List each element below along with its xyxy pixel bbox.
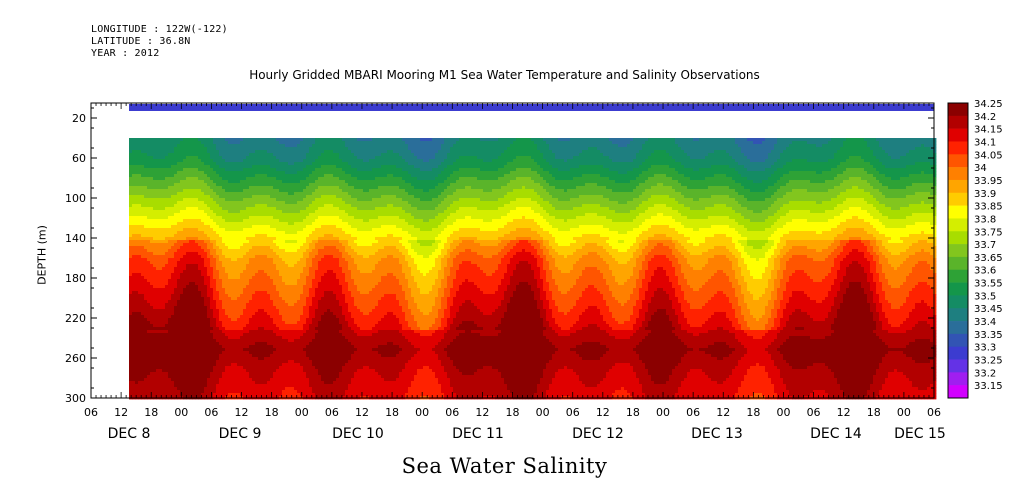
x-hour-tick-label: 00 bbox=[536, 406, 550, 419]
x-day-label: DEC 8 bbox=[108, 426, 151, 442]
x-day-label: DEC 12 bbox=[572, 426, 624, 442]
y-tick-label: 260 bbox=[65, 352, 86, 365]
x-hour-tick-label: 12 bbox=[114, 406, 128, 419]
x-hour-tick-label: 06 bbox=[325, 406, 339, 419]
colorbar-label: 33.45 bbox=[974, 304, 1003, 315]
colorbar-swatch bbox=[948, 321, 968, 334]
x-hour-tick-label: 18 bbox=[867, 406, 881, 419]
colorbar-swatch bbox=[948, 193, 968, 206]
x-hour-tick-label: 00 bbox=[295, 406, 309, 419]
x-day-label: DEC 14 bbox=[810, 426, 862, 442]
x-hour-tick-label: 00 bbox=[897, 406, 911, 419]
x-hour-tick-label: 12 bbox=[235, 406, 249, 419]
colorbar-label: 33.95 bbox=[974, 176, 1003, 187]
colorbar-label: 34.25 bbox=[974, 99, 1003, 110]
colorbar-swatch bbox=[948, 206, 968, 219]
colorbar-label: 34 bbox=[974, 163, 987, 174]
colorbar-label: 33.85 bbox=[974, 202, 1003, 213]
colorbar-swatch bbox=[948, 141, 968, 154]
colorbar-label: 34.05 bbox=[974, 150, 1003, 161]
x-hour-tick-label: 18 bbox=[506, 406, 520, 419]
colorbar-swatch bbox=[948, 257, 968, 270]
colorbar-label: 33.9 bbox=[974, 189, 996, 200]
x-day-label: DEC 15 bbox=[894, 426, 946, 442]
y-tick-label: 20 bbox=[72, 112, 86, 125]
colorbar-swatch bbox=[948, 231, 968, 244]
x-hour-tick-label: 12 bbox=[596, 406, 610, 419]
x-hour-tick-label: 12 bbox=[716, 406, 730, 419]
y-tick-label: 140 bbox=[65, 232, 86, 245]
colorbar-swatch bbox=[948, 372, 968, 385]
x-hour-tick-label: 00 bbox=[656, 406, 670, 419]
colorbar-label: 34.1 bbox=[974, 137, 996, 148]
colorbar-swatch bbox=[948, 270, 968, 283]
colorbar-swatch bbox=[948, 116, 968, 129]
x-hour-tick-label: 06 bbox=[927, 406, 941, 419]
colorbar-swatch bbox=[948, 180, 968, 193]
x-hour-tick-label: 12 bbox=[837, 406, 851, 419]
x-hour-tick-label: 00 bbox=[174, 406, 188, 419]
x-hour-tick-label: 06 bbox=[84, 406, 98, 419]
colorbar-label: 33.35 bbox=[974, 330, 1003, 341]
x-hour-tick-label: 00 bbox=[776, 406, 790, 419]
x-hour-tick-label: 18 bbox=[144, 406, 158, 419]
colorbar-swatch bbox=[948, 129, 968, 142]
colorbar-label: 33.6 bbox=[974, 266, 996, 277]
x-day-label: DEC 10 bbox=[332, 426, 384, 442]
x-day-label: DEC 13 bbox=[691, 426, 743, 442]
colorbar-swatch bbox=[948, 334, 968, 347]
x-hour-tick-label: 18 bbox=[746, 406, 760, 419]
x-hour-tick-label: 06 bbox=[204, 406, 218, 419]
colorbar-label: 33.4 bbox=[974, 317, 996, 328]
colorbar-swatch bbox=[948, 283, 968, 296]
colorbar-swatch bbox=[948, 244, 968, 257]
x-hour-tick-label: 00 bbox=[415, 406, 429, 419]
x-hour-tick-label: 06 bbox=[445, 406, 459, 419]
colorbar-swatch bbox=[948, 347, 968, 360]
x-hour-tick-label: 18 bbox=[385, 406, 399, 419]
colorbar-swatch bbox=[948, 167, 968, 180]
colorbar-swatch bbox=[948, 385, 968, 398]
colorbar-label: 34.2 bbox=[974, 112, 996, 123]
colorbar-label: 33.7 bbox=[974, 240, 996, 251]
x-hour-tick-label: 06 bbox=[807, 406, 821, 419]
colorbar-label: 33.8 bbox=[974, 214, 996, 225]
x-hour-tick-label: 18 bbox=[626, 406, 640, 419]
colorbar-label: 33.75 bbox=[974, 227, 1003, 238]
y-tick-label: 60 bbox=[72, 152, 86, 165]
x-hour-tick-label: 06 bbox=[686, 406, 700, 419]
colorbar-label: 33.25 bbox=[974, 356, 1003, 367]
colorbar-swatch bbox=[948, 295, 968, 308]
colorbar-label: 33.5 bbox=[974, 291, 996, 302]
y-tick-label: 220 bbox=[65, 312, 86, 325]
x-hour-tick-label: 12 bbox=[475, 406, 489, 419]
y-tick-label: 100 bbox=[65, 192, 86, 205]
colorbar-label: 33.15 bbox=[974, 381, 1003, 392]
colorbar-swatch bbox=[948, 360, 968, 373]
colorbar-swatch bbox=[948, 103, 968, 116]
x-day-label: DEC 11 bbox=[452, 426, 504, 442]
x-hour-tick-label: 06 bbox=[566, 406, 580, 419]
x-hour-tick-label: 12 bbox=[355, 406, 369, 419]
colorbar-swatch bbox=[948, 154, 968, 167]
colorbar-legend: 34.2534.234.1534.134.053433.9533.933.853… bbox=[948, 99, 1003, 398]
x-day-label: DEC 9 bbox=[219, 426, 262, 442]
colorbar-swatch bbox=[948, 218, 968, 231]
colorbar-label: 33.65 bbox=[974, 253, 1003, 264]
x-hour-tick-label: 18 bbox=[265, 406, 279, 419]
colorbar-label: 34.15 bbox=[974, 125, 1003, 136]
y-tick-label: 300 bbox=[65, 392, 86, 405]
contour-fill bbox=[129, 104, 936, 399]
colorbar-label: 33.3 bbox=[974, 343, 996, 354]
colorbar-swatch bbox=[948, 308, 968, 321]
colorbar-label: 33.55 bbox=[974, 279, 1003, 290]
colorbar-label: 33.2 bbox=[974, 368, 996, 379]
y-tick-label: 180 bbox=[65, 272, 86, 285]
